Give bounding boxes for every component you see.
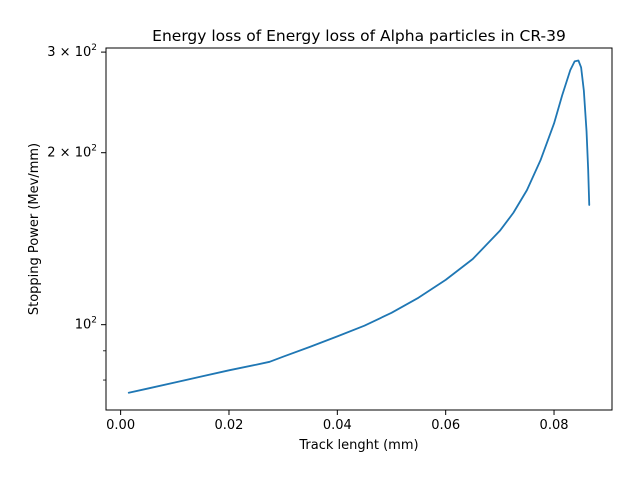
x-tick-label: 0.00 <box>106 418 135 433</box>
x-tick-label: 0.04 <box>323 418 352 433</box>
y-axis: 102 2 × 102 3 × 102 <box>47 43 106 381</box>
x-axis-label: Track lenght (mm) <box>298 438 418 453</box>
x-tick-label: 0.02 <box>215 418 244 433</box>
series-layer <box>127 59 591 394</box>
x-axis: 0.00 0.02 0.04 0.06 0.08 <box>106 410 569 433</box>
x-tick-label: 0.06 <box>431 418 460 433</box>
y-tick-label: 3 × 102 <box>47 43 97 60</box>
y-axis-label: Stopping Power (Mev/mm) <box>27 143 42 315</box>
series-line <box>127 59 591 394</box>
chart-title: Energy loss of Energy loss of Alpha part… <box>152 27 566 45</box>
y-tick-label: 2 × 102 <box>47 144 97 161</box>
x-tick-label: 0.08 <box>540 418 569 433</box>
y-tick-label: 102 <box>75 316 97 333</box>
plot-area <box>105 47 613 411</box>
